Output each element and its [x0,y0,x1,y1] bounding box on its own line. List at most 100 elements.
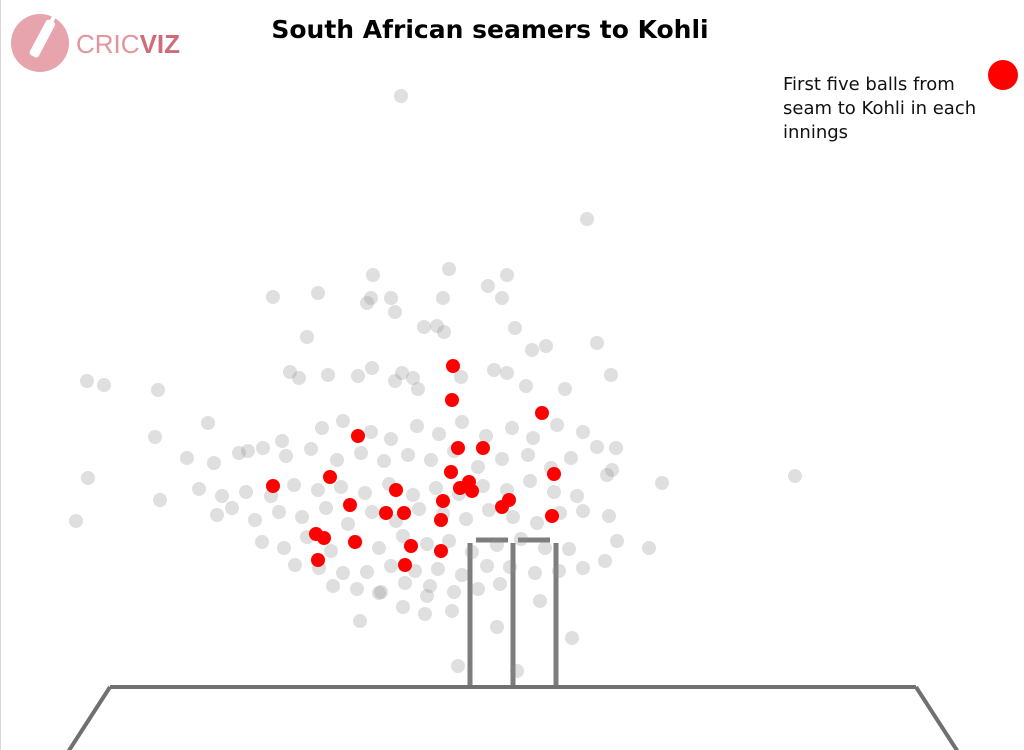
other-ball-point-7 [364,291,378,305]
other-ball-point-147 [326,579,340,593]
other-ball-point-103 [295,510,309,524]
other-ball-point-6 [311,286,325,300]
other-ball-point-57 [180,451,194,465]
other-ball-point-125 [442,534,456,548]
other-ball-point-133 [288,558,302,572]
other-ball-point-3 [366,268,380,282]
other-ball-point-159 [533,594,547,608]
other-ball-point-136 [360,565,374,579]
first-five-series [266,359,561,572]
other-ball-point-27 [321,368,335,382]
other-ball-point-129 [538,541,552,555]
pitch-right-edge [914,685,960,750]
first-five-point-26 [434,544,448,558]
other-ball-point-10 [481,279,495,293]
other-ball-point-106 [365,505,379,519]
cricviz-logo: CRICVIZ [11,9,180,72]
first-five-point-27 [311,553,325,567]
other-ball-point-111 [482,503,496,517]
first-five-point-18 [379,506,393,520]
legend-line-2: seam to Kohli in each [783,98,976,119]
other-ball-point-39 [604,368,618,382]
other-ball-point-144 [552,564,566,578]
other-ball-point-49 [432,427,446,441]
other-ball-point-80 [239,485,253,499]
legend-line-1: First five balls from [783,74,955,95]
other-ball-point-124 [420,537,434,551]
other-ball-point-73 [564,451,578,465]
cricket-bat-icon [29,9,60,58]
other-ball-point-4 [500,268,514,282]
other-ball-point-151 [423,579,437,593]
other-ball-point-140 [455,568,469,582]
other-ball-point-96 [655,476,669,490]
first-five-point-12 [465,484,479,498]
other-ball-point-20 [525,343,539,357]
other-ball-point-92 [523,474,537,488]
first-five-point-9 [547,467,561,481]
other-ball-point-130 [562,542,576,556]
other-ball-point-40 [201,416,215,430]
first-five-point-11 [453,481,467,495]
other-ball-point-35 [487,363,501,377]
other-ball-point-38 [558,382,572,396]
other-ball-point-104 [319,501,333,515]
first-five-point-8 [444,465,458,479]
other-ball-point-163 [565,631,579,645]
other-ball-point-164 [451,659,465,673]
first-five-point-24 [348,535,362,549]
other-ball-point-60 [256,441,270,455]
first-five-point-20 [545,509,559,523]
other-ball-point-46 [364,425,378,439]
other-ball-point-19 [539,339,553,353]
other-ball-point-67 [424,453,438,467]
other-ball-point-98 [69,514,83,528]
other-ball-point-141 [480,559,494,573]
other-ball-point-47 [384,432,398,446]
other-ball-point-126 [465,545,479,559]
other-ball-point-128 [514,532,528,546]
other-ball-point-61 [279,449,293,463]
other-ball-point-132 [642,541,656,555]
other-ball-point-105 [341,517,355,531]
other-ball-point-5 [266,290,280,304]
other-ball-point-116 [602,509,616,523]
other-ball-point-2 [442,262,456,276]
other-ball-point-87 [406,488,420,502]
other-ball-point-122 [372,541,386,555]
other-ball-point-59 [232,446,246,460]
first-five-point-0 [446,359,460,373]
legend-line-3: innings [783,122,848,143]
first-five-point-4 [451,441,465,455]
other-ball-point-76 [81,471,95,485]
other-ball-point-52 [505,421,519,435]
other-ball-point-71 [521,448,535,462]
other-ball-point-41 [148,430,162,444]
other-ball-point-90 [476,479,490,493]
other-ball-point-42 [241,444,255,458]
other-ball-point-118 [277,541,291,555]
other-ball-point-160 [353,614,367,628]
other-ball-point-36 [500,366,514,380]
logo-text-cric: CRIC [76,29,140,59]
other-ball-point-102 [272,505,286,519]
first-five-point-14 [343,498,357,512]
other-ball-point-117 [255,535,269,549]
other-ball-point-142 [503,560,517,574]
other-ball-point-127 [490,538,504,552]
other-ball-point-15 [417,320,431,334]
other-ball-point-26 [292,371,306,385]
other-ball-point-154 [493,577,507,591]
other-ball-point-50 [455,415,469,429]
other-ball-point-29 [365,361,379,375]
other-ball-point-137 [384,559,398,573]
other-ball-point-12 [360,296,374,310]
other-ball-point-28 [351,369,365,383]
first-five-point-23 [317,531,331,545]
first-five-point-3 [351,429,365,443]
other-ball-point-53 [526,431,540,445]
first-five-point-6 [323,470,337,484]
first-five-point-17 [495,500,509,514]
other-ball-point-108 [412,502,426,516]
